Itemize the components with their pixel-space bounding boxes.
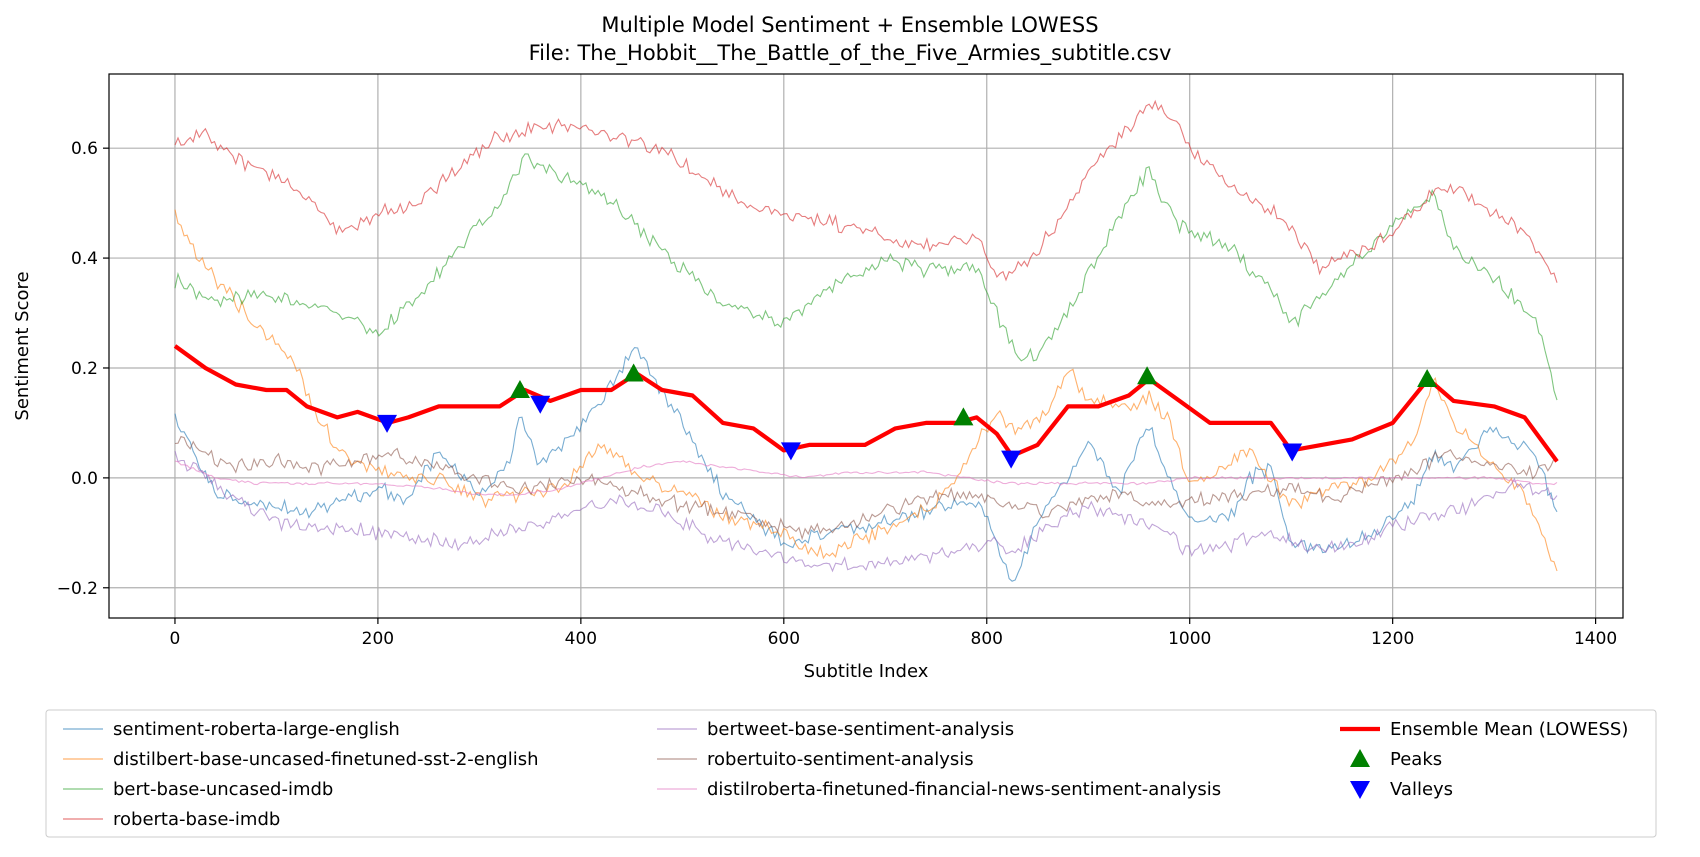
x-tick-label: 0 (170, 629, 181, 649)
series-line-bertweet-base-sentiment-analysis (174, 450, 1558, 573)
legend-label: distilbert-base-uncased-finetuned-sst-2-… (113, 749, 538, 770)
y-tick-label: 0.2 (71, 359, 98, 379)
y-tick-label: 0.6 (71, 139, 98, 159)
y-tick-label: 0.4 (71, 249, 98, 269)
legend-swatch (1350, 749, 1370, 767)
plot-frame (108, 73, 1624, 619)
y-tick-label: 0.0 (71, 469, 98, 489)
legend-label: bert-base-uncased-imdb (113, 779, 333, 800)
x-tick-label: 800 (971, 629, 1003, 649)
legend-label: bertweet-base-sentiment-analysis (707, 719, 1014, 740)
series-line-robertuito-sentiment-analysis (174, 435, 1558, 541)
legend: sentiment-roberta-large-english distilber… (45, 709, 1657, 838)
x-axis-label: Subtitle Index (804, 661, 929, 682)
peak-marker (1417, 368, 1438, 387)
legend-label: robertuito-sentiment-analysis (707, 749, 974, 770)
x-tick-label: 1400 (1574, 629, 1617, 649)
grid-lines (109, 74, 1623, 618)
x-tick-label: 600 (768, 629, 800, 649)
series-line-distilroberta-finetuned-financial-news-sentiment-analysis (174, 460, 1558, 497)
series-line-roberta-base-imdb (174, 99, 1558, 283)
x-tick-label: 1200 (1371, 629, 1414, 649)
legend-label: Ensemble Mean (LOWESS) (1390, 719, 1628, 740)
valley-marker (1282, 443, 1303, 462)
legend-label: roberta-base-imdb (113, 809, 280, 830)
series-line-sentiment-roberta-large-english (174, 347, 1558, 582)
valley-marker (1001, 450, 1022, 469)
y-tick-label: −0.2 (57, 579, 98, 599)
axis-ticks: 0 200 400 600 800 1000 1200 1400 −0.2 0.0 0.2 0.4 0.… (57, 139, 1618, 649)
x-tick-label: 400 (565, 629, 597, 649)
legend-label: sentiment-roberta-large-english (113, 719, 400, 740)
series-line-distilbert-base-uncased-finetuned-sst-2-english (174, 209, 1558, 572)
legend-label: distilroberta-finetuned-financial-news-s… (707, 779, 1221, 800)
peak-marker (509, 379, 530, 398)
chart-subtitle: File: The_Hobbit__The_Battle_of_the_Five… (529, 41, 1172, 66)
chart-title: Multiple Model Sentiment + Ensemble LOWE… (601, 13, 1098, 37)
plot-area (173, 99, 1559, 582)
legend-box (45, 709, 1657, 838)
valley-marker (780, 442, 801, 461)
legend-label: Valleys (1390, 779, 1453, 800)
valley-marker (530, 395, 551, 414)
x-tick-label: 1000 (1168, 629, 1211, 649)
peak-marker (1137, 366, 1158, 385)
series-line-ensemble-mean-lowess (173, 344, 1559, 463)
peak-marker (623, 363, 644, 382)
series-line-bert-base-uncased-imdb (174, 153, 1558, 401)
valley-marker (377, 414, 398, 433)
peak-marker (953, 407, 974, 426)
legend-label: Peaks (1390, 749, 1442, 770)
legend-swatch (1350, 781, 1370, 799)
y-axis-label: Sentiment Score (12, 271, 33, 420)
x-tick-label: 200 (362, 629, 394, 649)
